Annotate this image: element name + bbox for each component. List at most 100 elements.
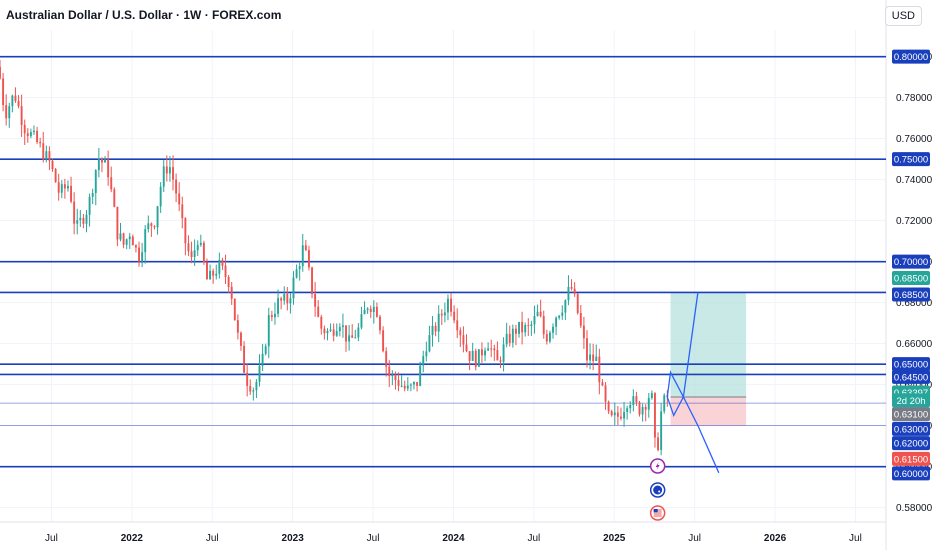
candle-body <box>258 365 261 382</box>
candle-body <box>113 189 116 207</box>
badge-label: 2d 20h <box>896 396 925 407</box>
candle-body <box>42 143 45 160</box>
candle-body <box>468 351 471 361</box>
candle-body <box>558 315 561 318</box>
candle-body <box>604 385 607 402</box>
badge-label: 0.80000 <box>894 52 928 63</box>
event-markers[interactable] <box>649 458 666 521</box>
candle-body <box>613 412 616 416</box>
candle-body <box>394 374 397 380</box>
badge-label: 0.61500 <box>894 454 928 465</box>
candle-body <box>286 293 289 304</box>
candle-body <box>422 356 425 366</box>
candle-body <box>335 331 338 336</box>
x-tick-label: 2023 <box>282 533 305 544</box>
candle-body <box>175 179 178 194</box>
projection-lines[interactable] <box>666 292 720 474</box>
candle-body <box>409 384 412 386</box>
badge-bg <box>892 254 930 269</box>
candle-body <box>104 159 106 163</box>
candle-body <box>122 233 125 245</box>
candle-body <box>255 381 258 391</box>
candle-body <box>218 259 221 274</box>
candle-body <box>369 308 372 312</box>
x-tick-label: Jul <box>206 533 219 544</box>
candle-body <box>499 360 502 362</box>
candle-body <box>110 177 113 190</box>
australia-flag <box>653 485 663 495</box>
x-tick-label: 2026 <box>764 533 787 544</box>
candle-body <box>536 311 539 317</box>
candle-body <box>317 306 320 317</box>
candle-body <box>505 333 508 345</box>
badge-label: 0.68500 <box>894 290 928 301</box>
time-axis[interactable]: Jul 2022 Jul 2023 Jul 2024 Jul 2025 Jul 2026 Jul <box>45 533 862 544</box>
x-tick-label: 2025 <box>603 533 626 544</box>
candle-body <box>88 196 91 215</box>
currency-button[interactable]: USD <box>884 6 922 26</box>
candle-body <box>403 385 406 389</box>
candle-body <box>63 184 66 189</box>
candle-body <box>623 411 626 419</box>
projection-path <box>666 292 699 399</box>
candle-body <box>221 259 224 266</box>
price-badge-blue: 0.62000 <box>892 436 930 451</box>
candle-body <box>419 365 422 386</box>
candle-body <box>351 335 354 338</box>
candle-body <box>598 356 601 383</box>
y-tick-label: 0.68000 <box>896 298 932 309</box>
candle-body <box>227 276 230 287</box>
x-tick-label: Jul <box>45 533 58 544</box>
candle-body <box>206 262 208 280</box>
candle-body <box>533 316 536 325</box>
candle-body <box>406 385 409 389</box>
candle-body <box>17 100 20 107</box>
candle-body <box>375 306 378 317</box>
candle-body <box>329 329 332 331</box>
candle-body <box>289 298 292 304</box>
candle-body <box>252 390 255 392</box>
candle-body <box>236 320 239 333</box>
candle-body <box>36 130 39 143</box>
badge-bg <box>892 407 930 422</box>
candle-body <box>153 226 156 228</box>
candle-body <box>539 311 542 317</box>
candle-body <box>542 316 545 335</box>
y-tick-label: 0.74000 <box>896 175 932 186</box>
candle-body <box>434 325 437 332</box>
candle-body <box>277 298 280 314</box>
y-tick-label: 0.78000 <box>896 93 932 104</box>
candle-body <box>400 385 403 387</box>
badge-label: 0.63000 <box>894 424 928 435</box>
badge-label: 0.64500 <box>894 372 928 383</box>
candle-body <box>616 412 619 417</box>
candle-body <box>196 244 199 251</box>
candle-body <box>100 158 103 163</box>
candle-body <box>243 345 246 373</box>
candle-body <box>97 158 100 171</box>
candle-body <box>496 350 499 361</box>
candle-body <box>440 313 443 316</box>
candle-body <box>657 437 660 450</box>
candle-body <box>382 330 385 352</box>
candle-body <box>431 325 434 336</box>
candle-body <box>530 324 533 326</box>
candle-body <box>125 239 128 245</box>
candle-body <box>518 321 520 334</box>
candle-body <box>416 382 419 386</box>
target-zone <box>670 292 747 397</box>
candle-body <box>79 217 82 221</box>
candle-body <box>379 316 381 331</box>
position-zones <box>670 292 747 426</box>
badge-bg <box>892 421 930 436</box>
candle-body <box>85 214 88 224</box>
candle-body <box>181 204 184 219</box>
candle-body <box>443 312 446 316</box>
candle-body <box>320 316 323 329</box>
horizontal-levels[interactable] <box>0 55 886 468</box>
candle-body <box>570 286 573 289</box>
candle-body <box>660 411 663 450</box>
candle-body <box>635 396 638 403</box>
candle-body <box>156 206 159 228</box>
